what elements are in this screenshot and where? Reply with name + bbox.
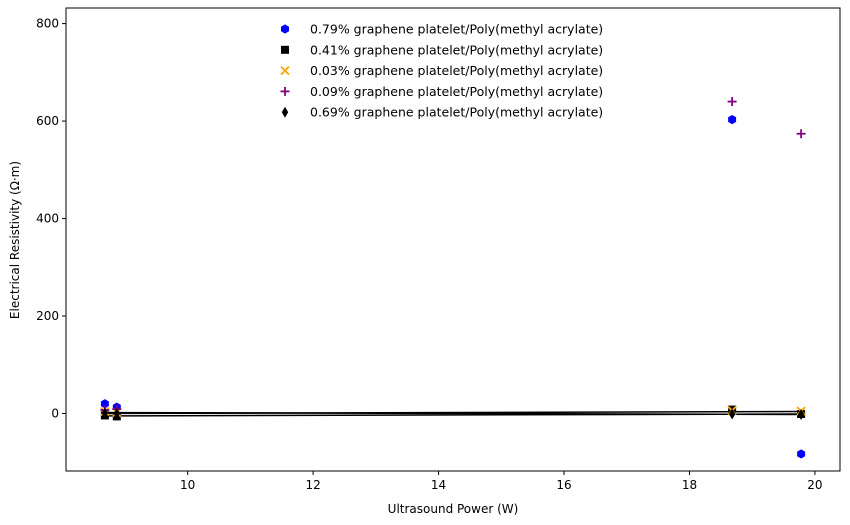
legend-marker-2 [281,45,289,54]
y-tick-label: 0 [51,406,59,420]
y-tick-label: 400 [36,212,59,226]
plot-frame [65,7,841,472]
plot-area [66,8,840,471]
legend-label-4: 0.09% graphene platelet/Poly(methyl acry… [310,84,603,99]
series-5-point-1 [101,407,109,419]
legend-label-3: 0.03% graphene platelet/Poly(methyl acry… [310,63,603,78]
x-tick-label: 16 [556,478,571,492]
series-5-point-2 [113,407,121,419]
series-5-point-4 [797,408,805,420]
x-tick-label: 18 [682,478,697,492]
y-axis-label: Electrical Resistivity (Ω·m) [8,161,22,319]
y-tick-label: 800 [36,17,59,31]
x-tick-label: 20 [807,478,822,492]
x-tick-label: 14 [431,478,446,492]
y-tick-label: 600 [36,114,59,128]
legend-marker-5 [281,106,289,118]
series-4-point-3 [727,97,737,107]
y-tick-label: 200 [36,309,59,323]
legend: 0.79% graphene platelet/Poly(methyl acry… [280,22,603,120]
legend-label-5: 0.69% graphene platelet/Poly(methyl acry… [310,105,603,120]
x-axis-label: Ultrasound Power (W) [388,502,519,516]
trend-lines [104,410,802,417]
series-1-point-3 [728,115,737,125]
series-1-point-4 [797,449,806,459]
series-1-point-1 [100,399,109,409]
legend-label-2: 0.41% graphene platelet/Poly(methyl acry… [310,42,603,57]
x-tick-label: 12 [305,478,320,492]
legend-marker-3 [280,65,290,76]
x-axis-ticks: 10 12 14 16 18 20 [180,471,823,492]
x-tick-label: 10 [180,478,195,492]
data-markers [100,97,806,459]
series-5-point-3 [728,408,736,420]
legend-marker-4 [280,86,290,96]
y-axis-ticks: 0 200 400 600 800 [36,17,66,420]
series-4-point-4 [796,129,806,139]
legend-label-1: 0.79% graphene platelet/Poly(methyl acry… [310,22,603,37]
legend-marker-1 [281,24,289,34]
trend-line-3 [104,411,802,416]
